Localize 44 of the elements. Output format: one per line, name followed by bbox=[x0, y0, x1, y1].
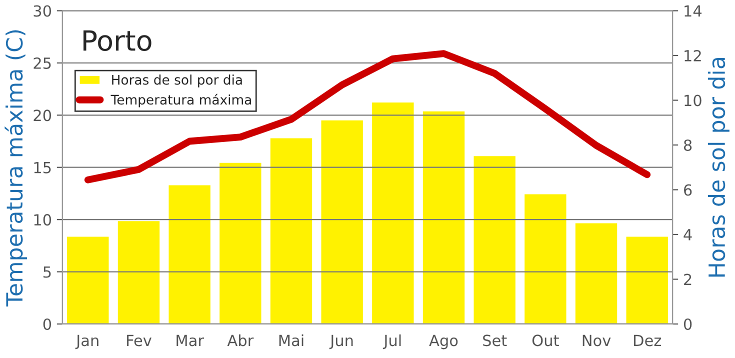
y2-tick-label: 12 bbox=[684, 50, 701, 62]
legend-label: Horas de sol por dia bbox=[112, 74, 242, 88]
bar bbox=[168, 185, 210, 324]
x-tick-label: Jan bbox=[75, 334, 98, 350]
y-tick-label: 5 bbox=[44, 266, 51, 278]
bar bbox=[270, 138, 312, 324]
y2-tick-label: 14 bbox=[684, 5, 702, 17]
bar bbox=[372, 102, 414, 324]
y-tick-label: 15 bbox=[34, 162, 51, 174]
x-tick-label: Out bbox=[532, 334, 559, 346]
bar bbox=[524, 194, 566, 324]
y2-tick-label: 2 bbox=[684, 274, 692, 286]
y-tick-label: 0 bbox=[43, 318, 52, 330]
y2-tick-label: 0 bbox=[684, 318, 692, 330]
bar bbox=[67, 236, 109, 324]
y2-axis-title: Horas de sol por dia bbox=[708, 58, 730, 277]
x-tick-label: Mar bbox=[176, 334, 204, 346]
y2-tick-label: 8 bbox=[684, 139, 692, 152]
y2-tick-label: 10 bbox=[684, 94, 702, 106]
y-axis-title: Temperatura máxima (C) bbox=[4, 30, 28, 306]
y2-tick-label: 6 bbox=[684, 184, 692, 196]
y2-tick-label: 4 bbox=[684, 229, 692, 240]
y-tick-label: 10 bbox=[34, 214, 52, 226]
bar bbox=[220, 162, 262, 324]
bar bbox=[626, 236, 668, 324]
x-tick-label: Fev bbox=[127, 334, 152, 346]
y-tick-label: 30 bbox=[34, 5, 52, 17]
bar bbox=[118, 221, 160, 324]
bar bbox=[321, 120, 363, 324]
x-tick-label: Ago bbox=[429, 334, 458, 350]
x-tick-label: Nov bbox=[582, 334, 611, 346]
x-tick-label: Abr bbox=[227, 334, 254, 346]
bar bbox=[474, 156, 516, 324]
bar bbox=[575, 223, 618, 324]
legend-label: Temperatura máxima bbox=[110, 94, 251, 108]
x-tick-label: Jun bbox=[329, 334, 353, 350]
x-tick-label: Jul bbox=[382, 334, 401, 350]
x-tick-label: Set bbox=[483, 334, 507, 346]
y-tick-label: 25 bbox=[34, 57, 51, 69]
x-tick-label: Dez bbox=[634, 334, 662, 346]
text: Porto bbox=[84, 30, 152, 52]
x-tick-label: Mai bbox=[279, 334, 304, 346]
bar bbox=[422, 111, 465, 324]
y-tick-label: 20 bbox=[34, 110, 52, 122]
